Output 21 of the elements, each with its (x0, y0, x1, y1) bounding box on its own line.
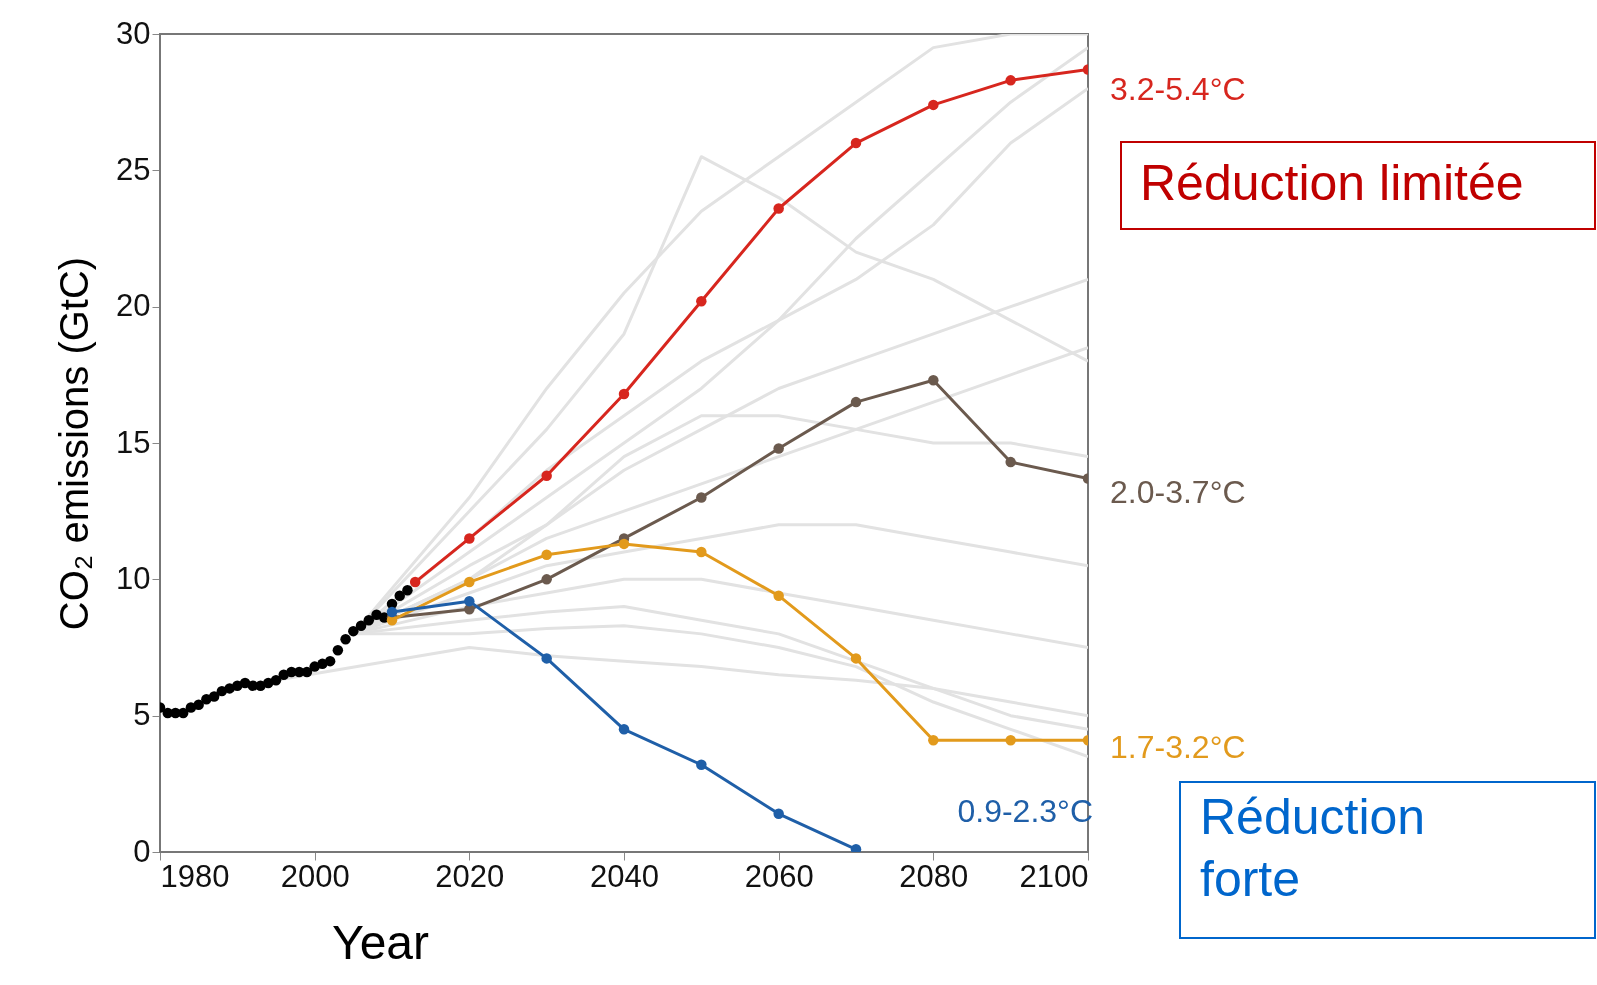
text: 1.7-3.2°C (1110, 729, 1246, 765)
y-tick-label: 15 (116, 424, 151, 460)
y-tick-label: 0 (133, 833, 151, 869)
text: 3.2-5.4°C (1110, 71, 1246, 107)
y-tick-label: 10 (116, 560, 151, 596)
x-tick-label: 2060 (744, 858, 814, 894)
x-tick-label: 1980 (160, 858, 230, 894)
text: Réduction limitée (1140, 155, 1524, 211)
text: 2.0-3.7°C (1110, 474, 1246, 510)
y-tick-label: 30 (116, 15, 151, 51)
y-tick-label: 20 (116, 288, 151, 324)
x-tick-label: 2080 (899, 858, 969, 894)
x-axis-title: Year (332, 915, 430, 969)
y-tick-label: 5 (133, 697, 151, 733)
y-tick-label: 25 (116, 151, 151, 187)
x-tick-label: 2000 (280, 858, 350, 894)
y-axis-title: CO₂ emissions (GtC) (52, 256, 97, 631)
x-tick-label: 2100 (1019, 858, 1089, 894)
x-tick-label: 2040 (590, 858, 659, 894)
x-tick-label: 2020 (435, 858, 505, 894)
text: Réduction forte (1200, 789, 1426, 907)
